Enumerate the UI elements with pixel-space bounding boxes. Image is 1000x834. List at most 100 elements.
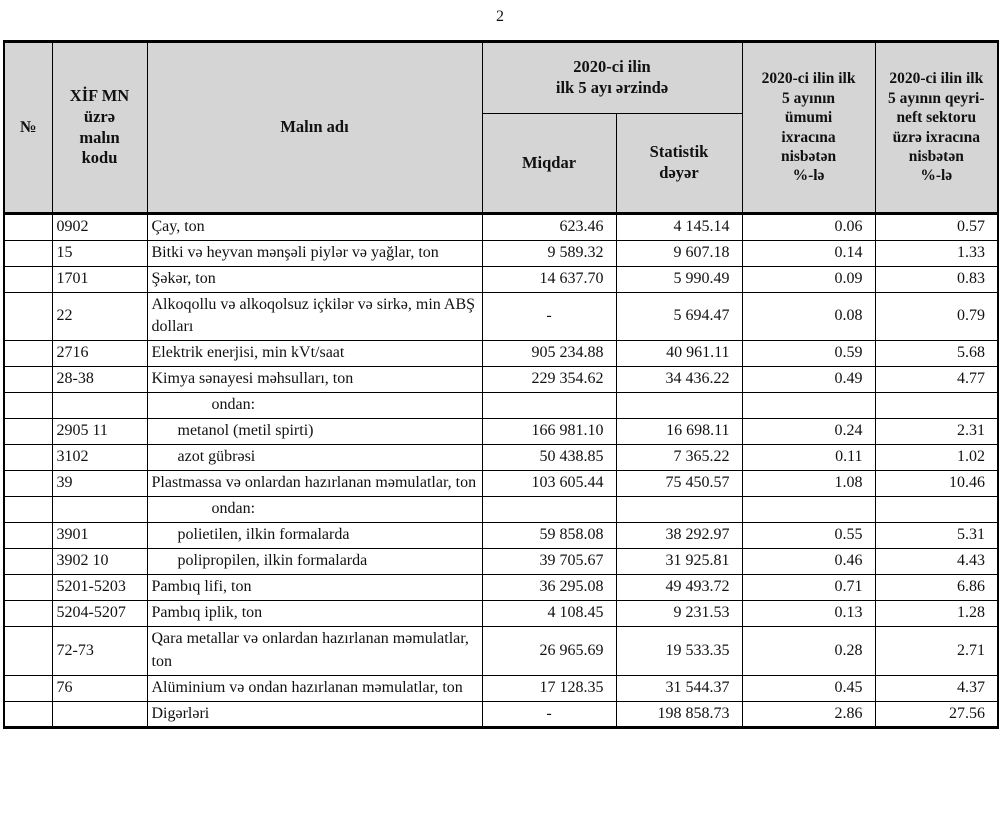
cell-pct-total-exports: 2.86 (741, 700, 876, 729)
cell-commodity-name: Bitki və heyvan mənşəli piylər və yağlar… (146, 239, 483, 267)
cell-statistical-value: 7 365.22 (615, 444, 743, 472)
cell-statistical-value: 31 925.81 (615, 548, 743, 576)
table-row: 3902 10 polipropilen, ilkin formalarda 3… (3, 548, 999, 576)
table-row: 2716 Elektrik enerjisi, min kVt/saat 905… (3, 340, 999, 368)
cell-statistical-value: 16 698.11 (615, 418, 743, 446)
cell-quantity: 50 438.85 (481, 444, 617, 472)
cell-no (3, 444, 53, 472)
cell-commodity-code: 5204-5207 (51, 600, 148, 628)
cell-quantity: 26 965.69 (481, 626, 617, 676)
cell-pct-nonoil-exports: 4.43 (874, 548, 999, 576)
table-row: 5204-5207 Pambıq iplik, ton 4 108.45 9 2… (3, 600, 999, 628)
cell-pct-total-exports: 0.45 (741, 674, 876, 702)
cell-commodity-name: Pambıq lifi, ton (146, 574, 483, 602)
table-row: 28-38 Kimya sənayesi məhsulları, ton 229… (3, 366, 999, 394)
cell-commodity-code: 72-73 (51, 626, 148, 676)
cell-no (3, 470, 53, 498)
cell-statistical-value (615, 496, 743, 524)
header-period-group: 2020-ci ilin ilk 5 ayı ərzində (481, 41, 743, 114)
cell-no (3, 366, 53, 394)
cell-pct-total-exports: 0.28 (741, 626, 876, 676)
header-no: № (3, 41, 53, 214)
cell-quantity: 39 705.67 (481, 548, 617, 576)
cell-no (3, 392, 53, 420)
cell-statistical-value: 9 231.53 (615, 600, 743, 628)
header-row-sub: Miqdar Statistik dəyər (4, 113, 998, 214)
cell-commodity-name: ondan: (146, 392, 483, 420)
cell-commodity-code: 76 (51, 674, 148, 702)
cell-quantity (481, 392, 617, 420)
cell-commodity-code (51, 700, 148, 729)
header-row-top: № XİF MN üzrə malın kodu Malın adı 2020-… (3, 41, 999, 214)
cell-pct-total-exports: 0.14 (741, 239, 876, 267)
cell-commodity-name: polietilen, ilkin formalarda (146, 522, 483, 550)
cell-quantity: 623.46 (481, 213, 617, 241)
cell-pct-nonoil-exports: 4.77 (874, 366, 999, 394)
table-row: 3102 azot gübrəsi 50 438.85 7 365.22 0.1… (3, 444, 999, 472)
cell-pct-nonoil-exports (874, 496, 999, 524)
cell-commodity-code: 5201-5203 (51, 574, 148, 602)
cell-pct-nonoil-exports: 1.33 (874, 239, 999, 267)
cell-commodity-code: 0902 (51, 213, 148, 241)
cell-commodity-code: 1701 (51, 265, 148, 293)
cell-statistical-value: 198 858.73 (615, 700, 743, 729)
cell-pct-nonoil-exports: 0.57 (874, 213, 999, 241)
cell-statistical-value: 9 607.18 (615, 239, 743, 267)
table-row: 5201-5203 Pambıq lifi, ton 36 295.08 49 … (3, 574, 999, 602)
cell-pct-nonoil-exports: 5.31 (874, 522, 999, 550)
cell-quantity: 59 858.08 (481, 522, 617, 550)
cell-commodity-code: 28-38 (51, 366, 148, 394)
cell-quantity: 229 354.62 (481, 366, 617, 394)
header-pct-nonoil-exports: 2020-ci ilin ilk 5 ayının qeyri- neft se… (874, 41, 999, 214)
cell-no (3, 574, 53, 602)
page-number: 2 (496, 8, 504, 25)
cell-commodity-code: 3902 10 (51, 548, 148, 576)
cell-pct-total-exports: 0.11 (741, 444, 876, 472)
cell-pct-total-exports (741, 392, 876, 420)
cell-commodity-code (51, 496, 148, 524)
cell-pct-nonoil-exports (874, 392, 999, 420)
cell-commodity-name: azot gübrəsi (146, 444, 483, 472)
cell-commodity-name: ondan: (146, 496, 483, 524)
header-statistical-value: Statistik dəyər (615, 113, 743, 214)
table-row: 2905 11 metanol (metil spirti) 166 981.1… (3, 418, 999, 446)
table-row: 72-73 Qara metallar və onlardan hazırlan… (3, 626, 999, 676)
cell-no (3, 522, 53, 550)
cell-pct-nonoil-exports: 6.86 (874, 574, 999, 602)
cell-statistical-value: 34 436.22 (615, 366, 743, 394)
cell-quantity (481, 496, 617, 524)
cell-commodity-name: Şəkər, ton (146, 265, 483, 293)
cell-pct-nonoil-exports: 27.56 (874, 700, 999, 729)
cell-commodity-code: 2716 (51, 340, 148, 368)
cell-no (3, 496, 53, 524)
cell-quantity: 166 981.10 (481, 418, 617, 446)
cell-quantity: 103 605.44 (481, 470, 617, 498)
cell-pct-nonoil-exports: 2.31 (874, 418, 999, 446)
table-row: 39 Plastmassa və onlardan hazırlanan məm… (3, 470, 999, 498)
cell-pct-nonoil-exports: 5.68 (874, 340, 999, 368)
cell-quantity: 9 589.32 (481, 239, 617, 267)
table-row: 22 Alkoqollu və alkoqolsuz içkilər və si… (3, 291, 999, 342)
cell-no (3, 548, 53, 576)
cell-commodity-name: Çay, ton (146, 213, 483, 241)
cell-pct-total-exports: 0.13 (741, 600, 876, 628)
cell-commodity-code: 3901 (51, 522, 148, 550)
cell-commodity-name: Alkoqollu və alkoqolsuz içkilər və sirkə… (146, 291, 483, 342)
cell-commodity-code: 2905 11 (51, 418, 148, 446)
cell-statistical-value: 19 533.35 (615, 626, 743, 676)
cell-quantity: 36 295.08 (481, 574, 617, 602)
table-row: 0902 Çay, ton 623.46 4 145.14 0.06 0.57 (3, 213, 999, 241)
cell-statistical-value: 4 145.14 (615, 213, 743, 241)
cell-quantity: 17 128.35 (481, 674, 617, 702)
cell-statistical-value (615, 392, 743, 420)
cell-no (3, 265, 53, 293)
table-body: 0902 Çay, ton 623.46 4 145.14 0.06 0.57 … (3, 213, 999, 729)
cell-no (3, 418, 53, 446)
table-row: 3901 polietilen, ilkin formalarda 59 858… (3, 522, 999, 550)
cell-commodity-code: 15 (51, 239, 148, 267)
table-row: 76 Alüminium və ondan hazırlanan məmulat… (3, 674, 999, 702)
header-quantity: Miqdar (481, 113, 617, 214)
cell-pct-nonoil-exports: 0.79 (874, 291, 999, 342)
header-commodity-code: XİF MN üzrə malın kodu (51, 41, 148, 214)
cell-pct-total-exports: 0.49 (741, 366, 876, 394)
